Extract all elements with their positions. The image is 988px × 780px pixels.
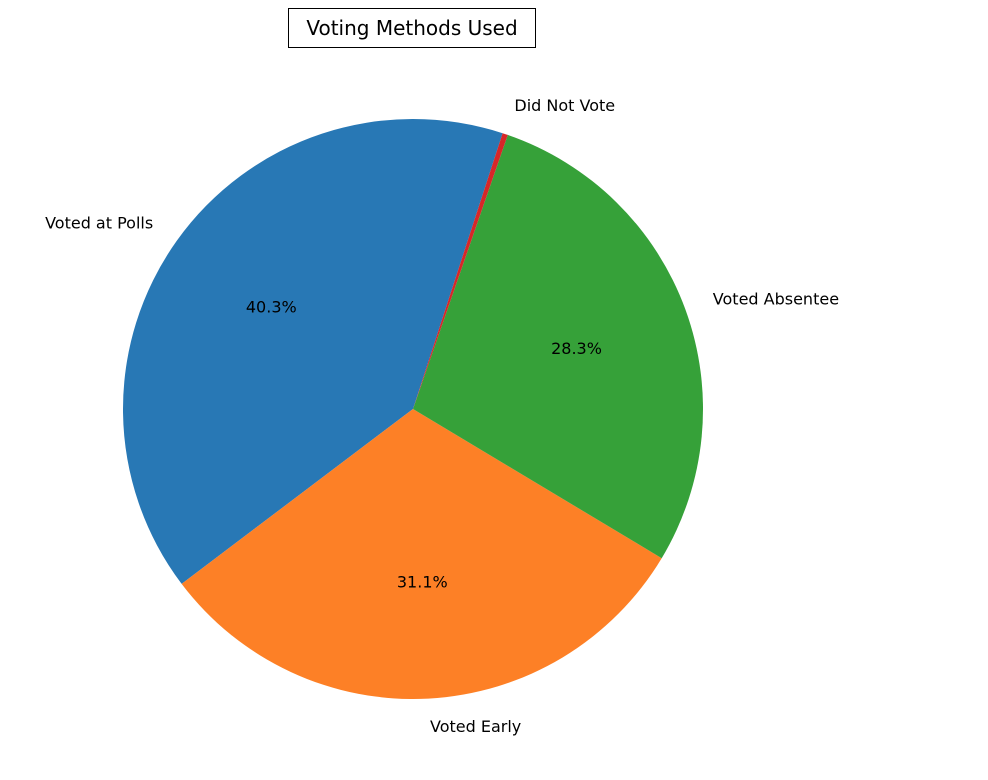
slice-label-did-not-vote: Did Not Vote xyxy=(514,96,615,115)
pie-slice-voted-absentee xyxy=(413,134,704,559)
pct-label-voted-absentee: 28.3% xyxy=(551,339,602,358)
pct-label-voted-early: 31.1% xyxy=(397,572,448,591)
slice-label-voted-at-polls: Voted at Polls xyxy=(45,213,153,232)
pie-slice-did-not-vote xyxy=(413,133,508,409)
labels-group: Voted at Polls 40.3% Voted Early 31.1% Voted… xyxy=(45,96,839,736)
slice-label-voted-early: Voted Early xyxy=(430,717,521,736)
pie-slice-voted-early xyxy=(181,409,662,699)
slice-label-voted-absentee: Voted Absentee xyxy=(713,290,839,309)
chart-title: Voting Methods Used xyxy=(288,8,536,48)
pie-slice-voted-at-polls xyxy=(122,118,503,584)
pct-label-voted-at-polls: 40.3% xyxy=(246,298,297,317)
slices-group xyxy=(122,118,704,699)
